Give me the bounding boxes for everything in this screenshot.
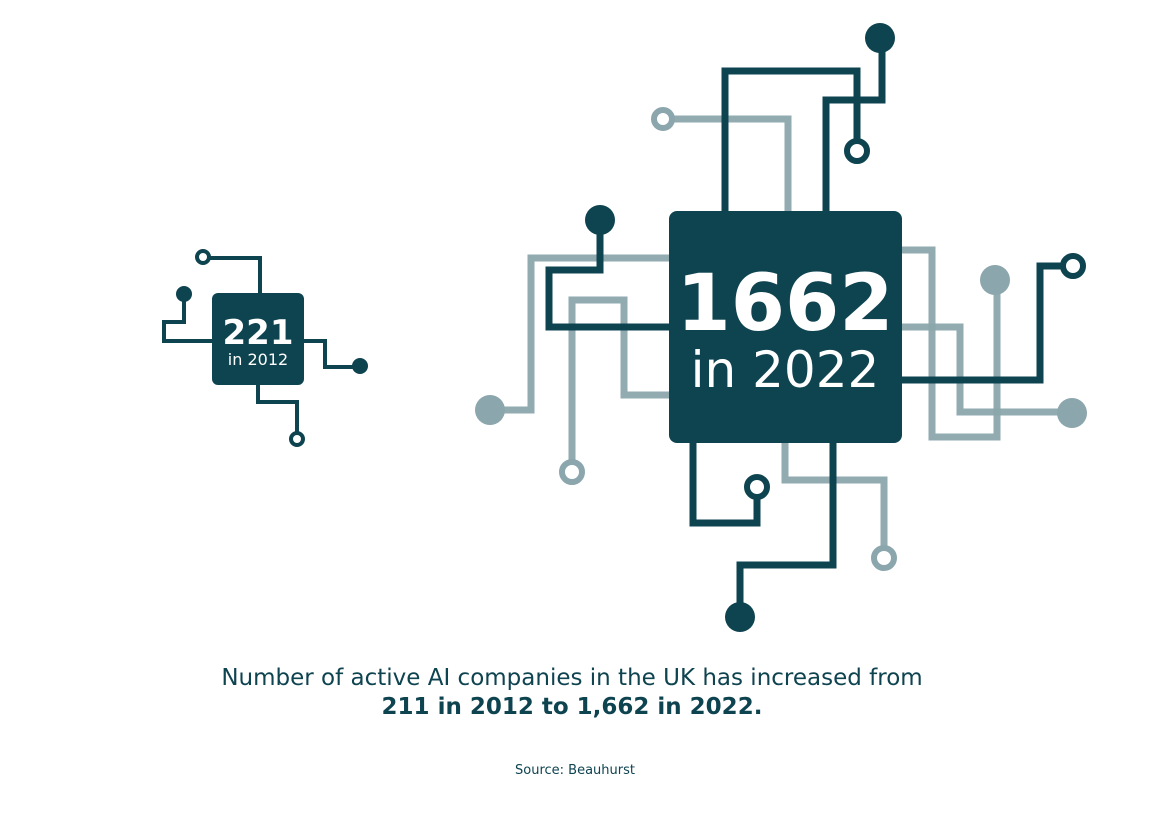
trace	[721, 67, 861, 213]
trace	[900, 323, 1072, 416]
caption: Number of active AI companies in the UK …	[221, 665, 922, 691]
node	[195, 249, 211, 265]
trace	[736, 441, 837, 617]
node	[651, 107, 675, 131]
large-chip	[669, 211, 902, 443]
small-circuit	[162, 249, 368, 447]
trace	[900, 246, 1001, 441]
node	[980, 265, 1010, 295]
node	[289, 431, 305, 447]
node	[744, 474, 770, 500]
node	[1057, 398, 1087, 428]
small-chip-label: in 2012	[228, 350, 288, 369]
node	[475, 395, 505, 425]
trace	[302, 339, 360, 369]
trace	[670, 115, 792, 213]
trace	[822, 38, 886, 213]
small-chip	[212, 293, 304, 385]
source: Source: Beauhurst	[515, 763, 635, 778]
trace	[568, 296, 670, 465]
node	[844, 138, 870, 164]
large-circuit	[475, 23, 1087, 632]
trace	[689, 441, 761, 527]
large-chip-number: 1662	[676, 259, 893, 349]
small-chip-number: 221	[223, 313, 294, 353]
trace	[256, 383, 299, 432]
trace	[490, 254, 670, 414]
node	[871, 545, 897, 571]
node	[1060, 253, 1086, 279]
node	[725, 602, 755, 632]
node	[559, 459, 585, 485]
caption-highlight: 211 in 2012 to 1,662 in 2022.	[382, 694, 763, 720]
trace	[210, 256, 262, 295]
trace	[545, 220, 670, 331]
large-chip-label: in 2022	[691, 341, 880, 399]
trace	[162, 294, 214, 343]
node	[585, 205, 615, 235]
node	[352, 358, 368, 374]
trace	[900, 262, 1066, 384]
node	[865, 23, 895, 53]
